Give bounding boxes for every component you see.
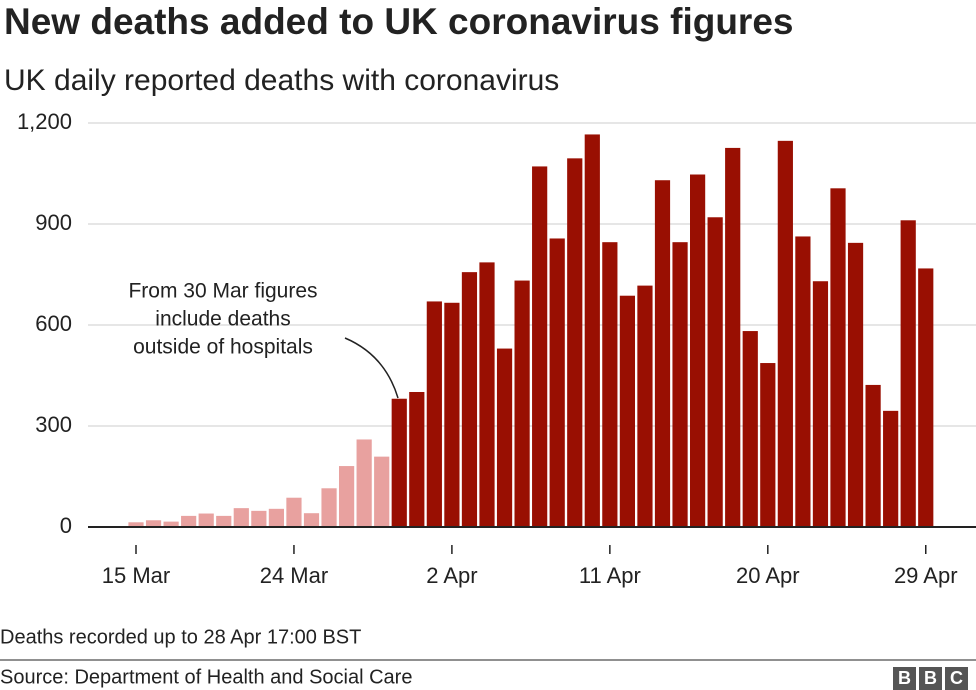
logo-letter: B [924, 668, 937, 688]
bar [725, 147, 741, 527]
footnote: Deaths recorded up to 28 Apr 17:00 BST [0, 626, 361, 648]
y-tick-label: 0 [60, 513, 72, 538]
logo-letter: B [898, 668, 911, 688]
bar [760, 363, 776, 527]
bar [883, 410, 899, 527]
y-tick-label: 600 [35, 311, 72, 336]
bar [128, 522, 144, 527]
bar [900, 220, 916, 527]
bar [637, 285, 653, 527]
bar [707, 217, 723, 527]
y-tick-label: 300 [35, 412, 72, 437]
bar [356, 439, 372, 527]
bar [672, 242, 688, 527]
bar [145, 520, 162, 527]
annotation: From 30 Mar figures [128, 280, 317, 303]
bar [374, 456, 390, 527]
x-tick-label: 15 Mar [102, 563, 170, 588]
bar [163, 521, 179, 527]
logo-box [893, 667, 916, 690]
bar [181, 515, 197, 527]
bar [426, 301, 442, 527]
y-tick-label: 900 [35, 210, 72, 235]
x-tick-label: 20 Apr [736, 563, 800, 588]
logo-box [945, 667, 968, 690]
logo-box [919, 667, 942, 690]
bar [532, 166, 548, 527]
bar [619, 295, 635, 527]
bar [830, 188, 846, 527]
annotation: outside of hospitals [133, 336, 313, 359]
bar [198, 513, 214, 527]
x-tick-label: 2 Apr [426, 563, 477, 588]
bar [496, 348, 513, 527]
bar [479, 262, 495, 527]
logo: B B C [893, 667, 968, 690]
bar [444, 302, 460, 527]
source: Source: Department of Health and Social … [0, 666, 412, 688]
bar [567, 158, 583, 527]
bar [409, 391, 425, 527]
bar [514, 280, 530, 527]
bar [777, 140, 793, 528]
bar [865, 384, 881, 527]
bar [549, 238, 565, 527]
annotation-leader [344, 337, 399, 399]
bar [602, 242, 618, 527]
bar [690, 174, 706, 527]
bar [461, 272, 478, 527]
bar [795, 236, 811, 527]
bar [251, 510, 267, 527]
annotation: include deaths [155, 308, 290, 331]
bar [847, 242, 864, 527]
x-tick-label: 29 Apr [894, 563, 958, 588]
bar [812, 281, 829, 527]
bar [391, 398, 407, 527]
bar [742, 331, 758, 527]
logo-letter: C [950, 668, 963, 688]
bar [216, 515, 232, 527]
bar [339, 466, 355, 527]
chart-subtitle: UK daily reported deaths with coronaviru… [4, 64, 559, 97]
bar [303, 513, 320, 527]
bar [268, 508, 284, 527]
bar [654, 180, 671, 527]
y-tick-label: 1,200 [17, 109, 72, 134]
bar [233, 508, 249, 527]
bar [918, 268, 934, 527]
bar [321, 488, 337, 527]
x-tick-label: 11 Apr [579, 563, 641, 588]
bar [286, 497, 302, 527]
chart-title: New deaths added to UK coronavirus figur… [4, 1, 793, 42]
bar [584, 134, 600, 528]
x-tick-label: 24 Mar [260, 563, 328, 588]
